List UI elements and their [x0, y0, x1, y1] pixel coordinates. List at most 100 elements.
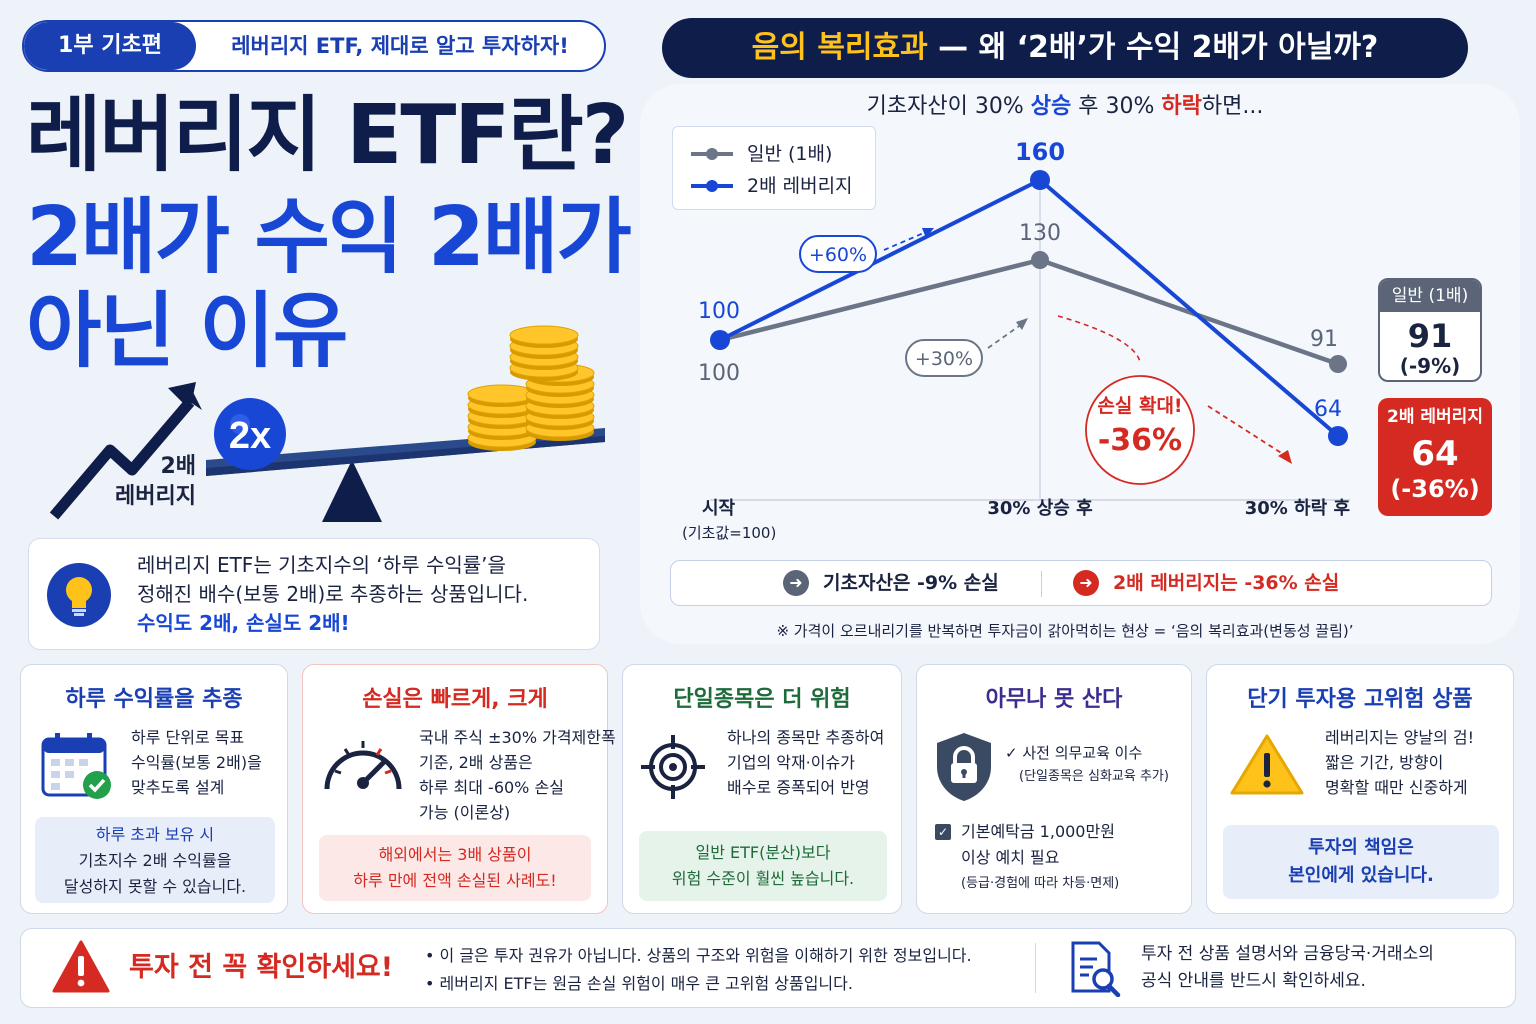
chart-sub-post: 하면...	[1201, 94, 1264, 119]
card-line: 기업의 악재·이슈가	[727, 753, 855, 772]
bottom-item-1: • 이 글은 투자 권유가 아닙니다. 상품의 구조와 위험을 이해하기 위한 …	[425, 946, 972, 965]
legend-item-leverage: 2배 레버리지	[691, 171, 853, 201]
card-line: 이상 예치 필요	[961, 848, 1060, 867]
card-line: 하나의 종목만 추종하여	[727, 728, 885, 747]
page-title-line3: 아닌 이유	[26, 284, 348, 379]
data-point	[1030, 170, 1050, 190]
card-line: (등급·경험에 따라 차등·면제)	[961, 876, 1120, 891]
loss-summary-bar: ➜ 기초자산은 -9% 손실 ➜ 2배 레버리지는 -36% 손실	[670, 560, 1492, 606]
card-single-stock: 단일종목은 더 위험 하나의 종목만 추종하여 기업의 악재·이슈가 배수로 증…	[622, 664, 902, 914]
card-line: ✓ 사전 의무교육 이수	[1005, 744, 1143, 762]
arrow-right-icon: ➜	[783, 570, 809, 596]
speedometer-icon	[324, 741, 402, 790]
chart-sub-mid: 후 30%	[1071, 94, 1162, 119]
loss-arrow	[1207, 405, 1287, 457]
x-tick-note: (기초값=100)	[682, 524, 776, 542]
loss-arrowhead	[1278, 450, 1292, 464]
result-box-normal: 일반 (1배) 91 (-9%)	[1378, 278, 1482, 382]
card-callout: 하루 초과 보유 시 기초지수 2배 수익률을 달성하지 못할 수 있습니다.	[35, 817, 275, 903]
definition-box: 레버리지 ETF는 기초지수의 ‘하루 수익률’을 정해진 배수(보통 2배)로…	[28, 538, 600, 650]
card-loss-fast: 손실은 빠르게, 크게 국내 주식 ±30% 가격제한폭 기준, 2배 상품은 …	[302, 664, 616, 914]
loss-annotation-value: -36%	[1098, 423, 1182, 458]
annotation-arrowhead	[1016, 318, 1028, 330]
card-line: 가능 (이론상)	[419, 803, 511, 822]
loss-annotation-circle	[1085, 375, 1195, 485]
padlock-icon	[937, 733, 991, 801]
summary-divider	[1041, 571, 1042, 597]
card-line: 기준, 2배 상품은	[419, 753, 533, 772]
coin-stack-icon	[467, 325, 595, 451]
summary-normal: 기초자산은 -9% 손실	[823, 572, 999, 594]
card-line: 배수로 증폭되어 반영	[727, 778, 870, 797]
checkbox-icon: ✓	[935, 824, 951, 840]
leverage-arrow-label: 2배 레버리지	[100, 452, 196, 512]
page-title-line2: 2배가 수익 2배가	[26, 190, 632, 285]
summary-leverage: 2배 레버리지는 -36% 손실	[1113, 572, 1340, 594]
series-line-leverage	[719, 178, 1340, 438]
lightbulb-icon	[47, 563, 111, 627]
card-title: 하루 수익률을 추종	[65, 687, 243, 712]
volatility-drag-note: ※ 가격이 오르내리기를 반복하면 투자금이 갉아먹히는 현상 = ‘음의 복리…	[776, 622, 1354, 640]
arrow-right-icon: ➜	[1073, 570, 1099, 596]
x-tick-label: 30% 하락 후	[1245, 498, 1350, 519]
data-point	[1329, 355, 1347, 373]
series-badge: 1부 기초편 레버리지 ETF, 제대로 알고 투자하자!	[22, 20, 606, 72]
chart-sub-pre: 기초자산이 30%	[866, 94, 1031, 119]
legend-label-leverage: 2배 레버리지	[747, 175, 853, 197]
data-label: 91	[1310, 327, 1338, 352]
compound-effect-line-chart: 시작 30% 상승 후 30% 하락 후 (기초값=100) 100 100 130 160 9…	[682, 138, 1350, 542]
coin	[509, 325, 579, 345]
chart-header-highlight: 음의 복리효과	[751, 30, 928, 65]
result-normal-pct: (-9%)	[1399, 354, 1461, 378]
annotation-gain-2x: +60%	[809, 244, 867, 266]
card-callout: 일반 ETF(분산)보다 위험 수준이 훨씬 높습니다.	[639, 831, 887, 901]
card-title: 아무나 못 산다	[985, 687, 1123, 712]
result-lev-value: 64	[1411, 434, 1459, 474]
result-box-leverage: 2배 레버리지 64 (-36%)	[1378, 398, 1492, 516]
chart-header-rest: — 왜 ‘2배’가 수익 2배가 아닐까?	[927, 30, 1379, 65]
data-point	[1328, 426, 1348, 446]
loss-arrow	[1057, 315, 1141, 363]
annotation-gain-1x: +30%	[915, 348, 973, 370]
document-search-icon	[1071, 941, 1121, 997]
x-tick-label: 시작	[702, 498, 736, 519]
result-normal-label: 일반 (1배)	[1380, 280, 1480, 312]
card-line: 짧은 기간, 방향이	[1325, 753, 1444, 772]
target-icon	[641, 735, 705, 799]
data-label: 100	[698, 299, 740, 324]
2x-coin-icon: 2x	[214, 398, 286, 470]
leverage-seesaw-illustration: 2x	[49, 325, 605, 522]
chart-sub-up: 상승	[1030, 94, 1072, 119]
alert-triangle-icon	[52, 940, 110, 993]
bottom-divider	[1035, 943, 1036, 993]
card-line: (단일종목은 심화교육 추가)	[1019, 769, 1169, 784]
data-label: 100	[698, 361, 740, 386]
annotation-arrow	[883, 231, 927, 251]
card-line: 하루 단위로 목표	[131, 728, 245, 747]
annotation-arrow	[987, 323, 1023, 349]
card-title: 단기 투자용 고위험 상품	[1247, 687, 1473, 712]
loss-annotation-title: 손실 확대!	[1097, 394, 1182, 417]
chart-legend: 일반 (1배) 2배 레버리지	[672, 126, 876, 210]
card-line: 국내 주식 ±30% 가격제한폭	[419, 728, 616, 747]
card-line: 레버리지는 양날의 검!	[1325, 728, 1475, 747]
coin-label: 2x	[229, 415, 271, 457]
calendar-check-icon	[41, 733, 111, 799]
definition-line2: 정해진 배수(보통 2배)로 추종하는 상품입니다.	[137, 582, 529, 606]
result-lev-pct: (-36%)	[1390, 475, 1480, 503]
data-label: 130	[1019, 221, 1061, 246]
card-eligibility: 아무나 못 산다 ✓ 사전 의무교육 이수 (단일종목은 심화교육 추가) ✓ 기…	[916, 664, 1192, 914]
x-tick-label: 30% 상승 후	[987, 498, 1092, 519]
card-line: 맞추도록 설계	[131, 778, 225, 797]
card-line: 하루 최대 -60% 손실	[419, 778, 564, 797]
chart-header: 음의 복리효과 — 왜 ‘2배’가 수익 2배가 아닐까?	[662, 18, 1468, 78]
arrow-label-leverage: 레버리지	[115, 484, 196, 509]
card-line: 수익률(보통 2배)을	[131, 753, 262, 772]
card-title: 단일종목은 더 위험	[673, 687, 851, 712]
series-line-normal	[719, 257, 1339, 367]
part-label: 1부 기초편	[24, 22, 196, 70]
badge-subtitle: 레버리지 ETF, 제대로 알고 투자하자!	[231, 34, 569, 58]
data-point	[1031, 251, 1049, 269]
card-callout: 해외에서는 3배 상품이 하루 만에 전액 손실된 사례도!	[319, 835, 591, 901]
card-daily-return: 하루 수익률을 추종 하루 단위로 목표 수익률(보통 2배)을 맞추도록 설계…	[20, 664, 288, 914]
